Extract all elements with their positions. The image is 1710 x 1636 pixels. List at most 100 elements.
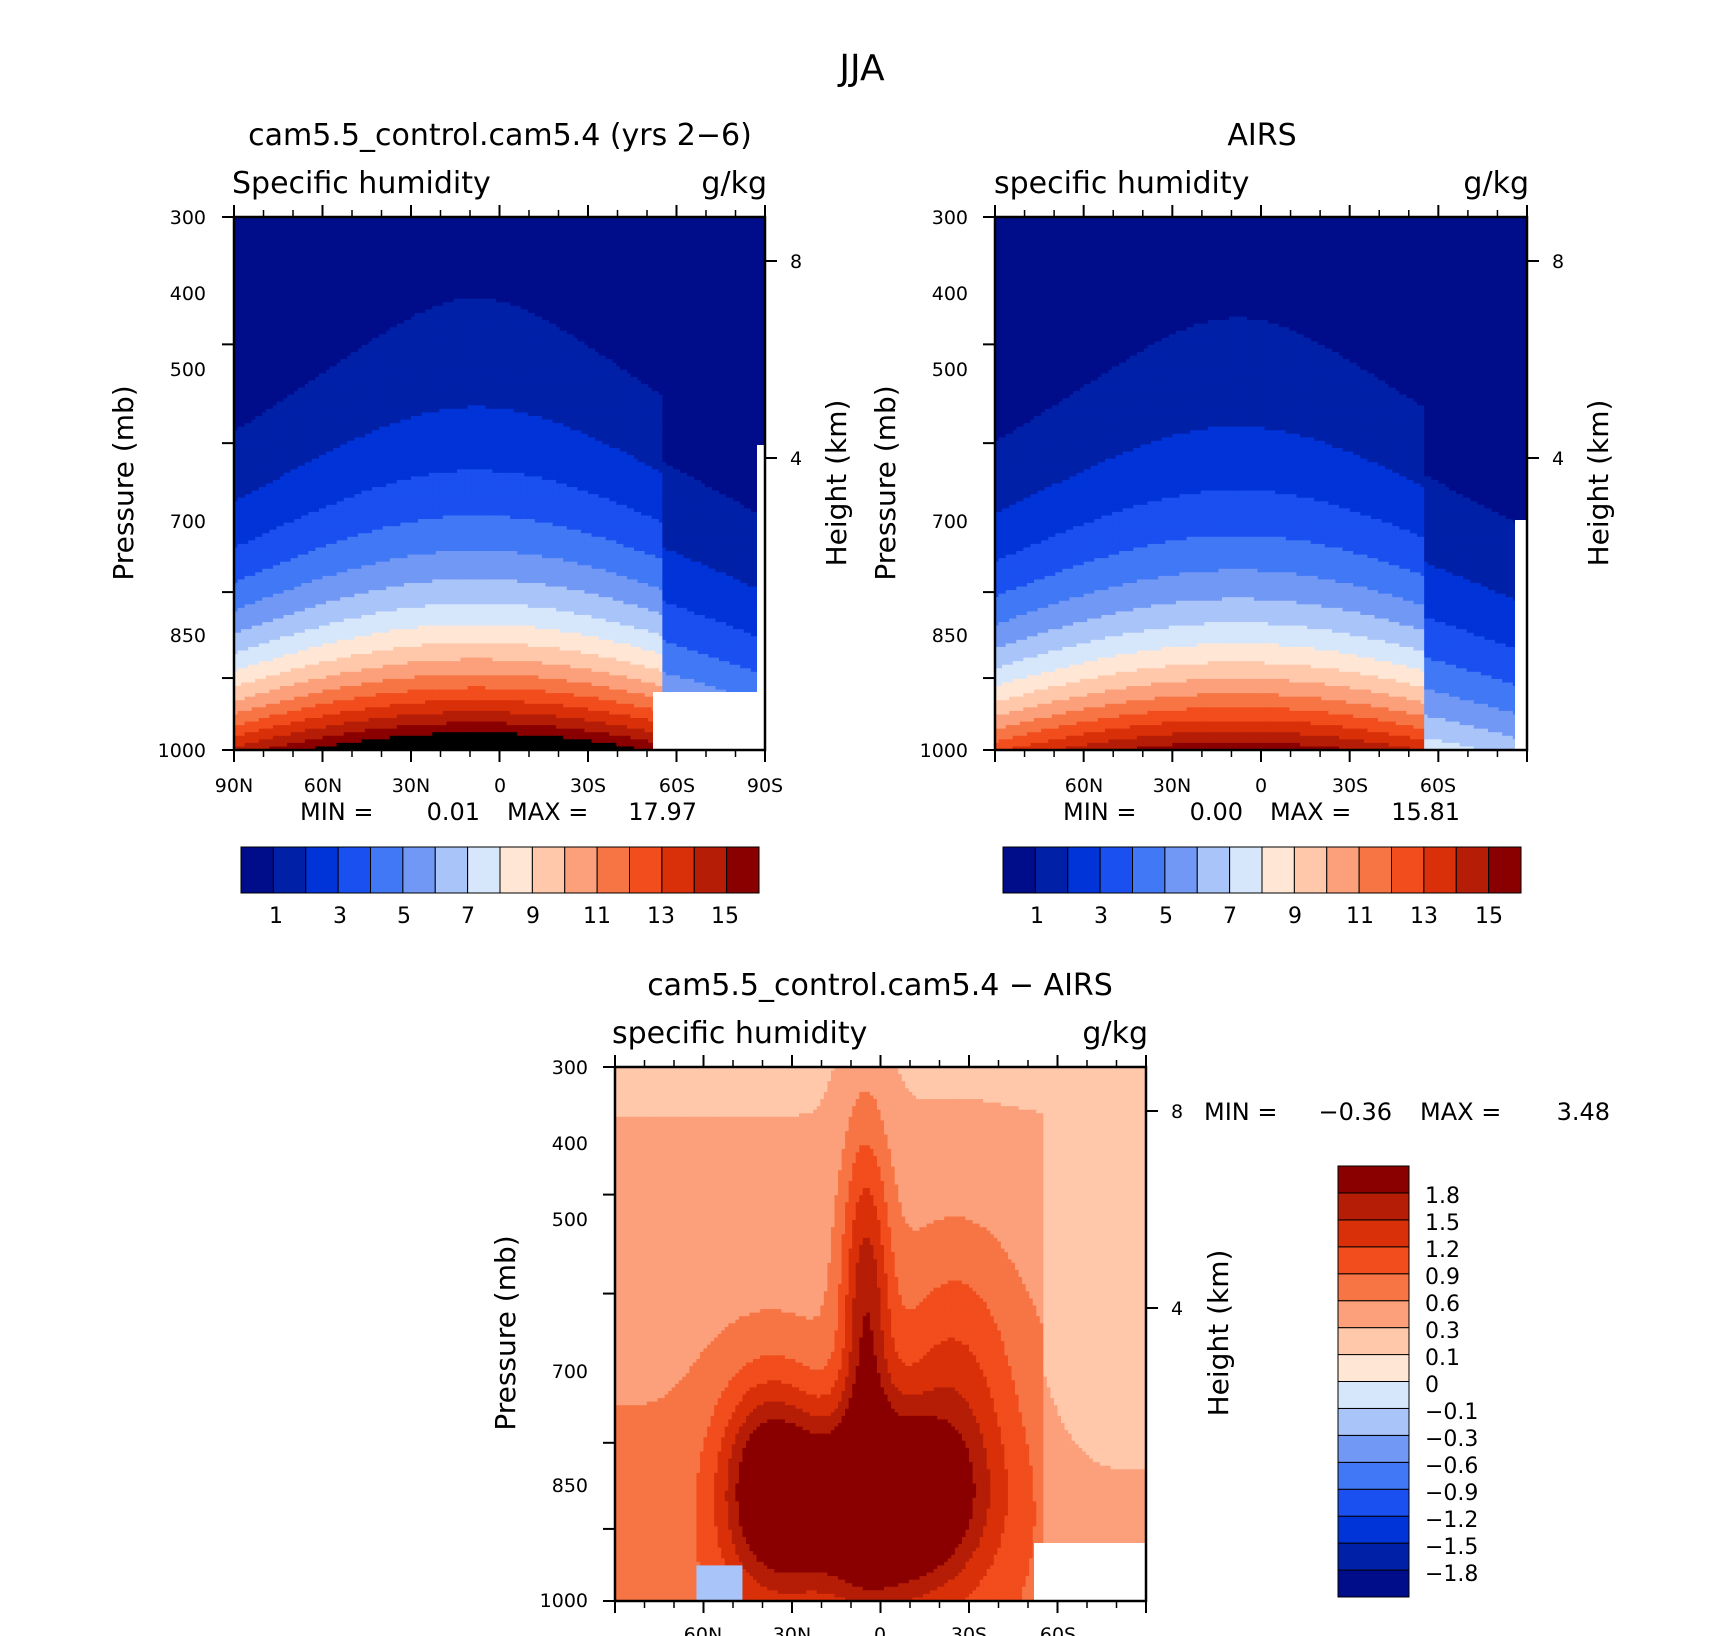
field-cell: [390, 235, 394, 239]
field-cell: [400, 245, 404, 249]
field-cell: [323, 228, 327, 232]
field-cell: [308, 238, 312, 242]
field-cell: [507, 292, 511, 296]
field-cell: [351, 245, 355, 249]
field-cell: [326, 235, 330, 239]
field-cell: [436, 228, 440, 232]
field-cell: [560, 249, 564, 253]
field-cell: [241, 288, 245, 292]
field-cell: [609, 221, 613, 225]
field-cell: [737, 228, 741, 232]
field-cell: [259, 238, 263, 242]
field-cell: [751, 281, 755, 285]
field-cell: [436, 288, 440, 292]
field-cell: [376, 267, 380, 271]
field-cell: [319, 242, 323, 246]
field-cell: [677, 281, 681, 285]
field-cell: [606, 235, 610, 239]
field-cell: [347, 238, 351, 242]
field-cell: [372, 235, 376, 239]
field-cell: [344, 253, 348, 257]
field-cell: [705, 267, 709, 271]
field-cell: [404, 274, 408, 278]
field-cell: [616, 238, 620, 242]
field-cell: [715, 285, 719, 289]
field-cell: [390, 228, 394, 232]
field-cell: [751, 260, 755, 264]
field-cell: [708, 249, 712, 253]
field-cell: [418, 256, 422, 260]
field-cell: [726, 288, 730, 292]
field-cell: [492, 253, 496, 257]
field-cell: [560, 256, 564, 260]
field-cell: [273, 285, 277, 289]
field-cell: [464, 256, 468, 260]
field-cell: [266, 256, 270, 260]
field-cell: [330, 238, 334, 242]
field-cell: [556, 224, 560, 228]
field-cell: [701, 224, 705, 228]
field-cell: [312, 221, 316, 225]
field-cell: [733, 292, 737, 296]
field-cell: [733, 249, 737, 253]
field-cell: [602, 228, 606, 232]
field-cell: [655, 267, 659, 271]
field-cell: [669, 292, 673, 296]
field-cell: [361, 292, 365, 296]
field-cell: [613, 263, 617, 267]
field-cell: [740, 231, 744, 235]
field-cell: [669, 224, 673, 228]
field-cell: [326, 281, 330, 285]
field-cell: [376, 270, 380, 274]
field-cell: [439, 253, 443, 257]
field-cell: [514, 238, 518, 242]
field-cell: [269, 277, 273, 281]
field-cell: [354, 281, 358, 285]
field-cell: [754, 277, 758, 281]
field-cell: [747, 260, 751, 264]
field-cell: [415, 292, 419, 296]
field-cell: [503, 253, 507, 257]
field-cell: [669, 277, 673, 281]
field-cell: [269, 267, 273, 271]
field-cell: [616, 285, 620, 289]
field-cell: [570, 256, 574, 260]
field-cell: [694, 228, 698, 232]
field-cell: [662, 253, 666, 257]
field-cell: [577, 285, 581, 289]
field-cell: [507, 260, 511, 264]
field-cell: [369, 270, 373, 274]
field-cell: [425, 235, 429, 239]
field-cell: [754, 281, 758, 285]
field-cell: [471, 263, 475, 267]
field-cell: [584, 235, 588, 239]
field-cell: [677, 242, 681, 246]
field-cell: [262, 270, 266, 274]
field-cell: [659, 263, 663, 267]
field-cell: [680, 260, 684, 264]
field-cell: [453, 242, 457, 246]
field-cell: [269, 245, 273, 249]
field-cell: [723, 277, 727, 281]
field-cell: [298, 260, 302, 264]
field-cell: [655, 235, 659, 239]
field-cell: [652, 238, 656, 242]
field-cell: [645, 221, 649, 225]
field-cell: [542, 292, 546, 296]
field-cell: [730, 270, 734, 274]
field-cell: [330, 270, 334, 274]
field-cell: [602, 263, 606, 267]
field-cell: [570, 221, 574, 225]
field-cell: [606, 260, 610, 264]
field-cell: [662, 242, 666, 246]
field-cell: [503, 224, 507, 228]
field-cell: [280, 224, 284, 228]
field-cell: [379, 288, 383, 292]
field-cell: [588, 256, 592, 260]
field-cell: [581, 235, 585, 239]
field-cell: [471, 274, 475, 278]
field-cell: [677, 292, 681, 296]
field-cell: [673, 263, 677, 267]
field-cell: [248, 245, 252, 249]
field-cell: [546, 235, 550, 239]
